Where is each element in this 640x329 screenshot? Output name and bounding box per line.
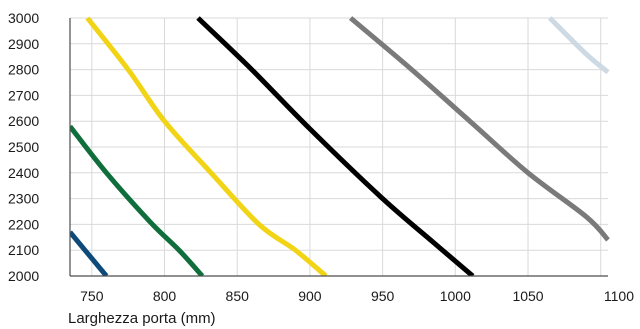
x-tick-label: 1050: [512, 288, 543, 304]
y-tick-label: 2200: [8, 216, 39, 232]
x-tick-labels: 750 800 850 900 950 1000 1050 1100: [80, 288, 634, 304]
y-tick-label: 2600: [8, 113, 39, 129]
series-line-4: [196, 16, 475, 276]
x-tick-label: 950: [371, 288, 395, 304]
y-tick-label: 2000: [8, 268, 39, 284]
x-tick-label: 900: [298, 288, 322, 304]
axes: [69, 18, 608, 277]
series-line-1: [70, 230, 109, 276]
y-tick-label: 3000: [8, 10, 39, 26]
x-tick-label: 800: [153, 288, 177, 304]
y-tick-label: 2300: [8, 191, 39, 207]
y-tick-label: 2800: [8, 62, 39, 78]
series-line-6: [548, 16, 610, 75]
series-lines: [70, 16, 610, 276]
series-line-5: [348, 16, 610, 242]
x-tick-label: 750: [80, 288, 104, 304]
y-tick-label: 2900: [8, 36, 39, 52]
gridlines: [70, 17, 608, 276]
y-tick-label: 2400: [8, 165, 39, 181]
series-line-2: [70, 124, 205, 276]
x-tick-label: 850: [226, 288, 250, 304]
y-tick-label: 2700: [8, 87, 39, 103]
y-tick-label: 2100: [8, 242, 39, 258]
y-tick-labels: 2000 2100 2200 2300 2400 2500 2600 2700 2800 2900…: [8, 10, 39, 284]
series-line-3: [85, 16, 328, 276]
y-tick-label: 2500: [8, 139, 39, 155]
x-tick-label: 1000: [440, 288, 471, 304]
x-axis-label: Larghezza porta (mm): [68, 310, 216, 327]
x-tick-label: 1100: [604, 288, 634, 304]
